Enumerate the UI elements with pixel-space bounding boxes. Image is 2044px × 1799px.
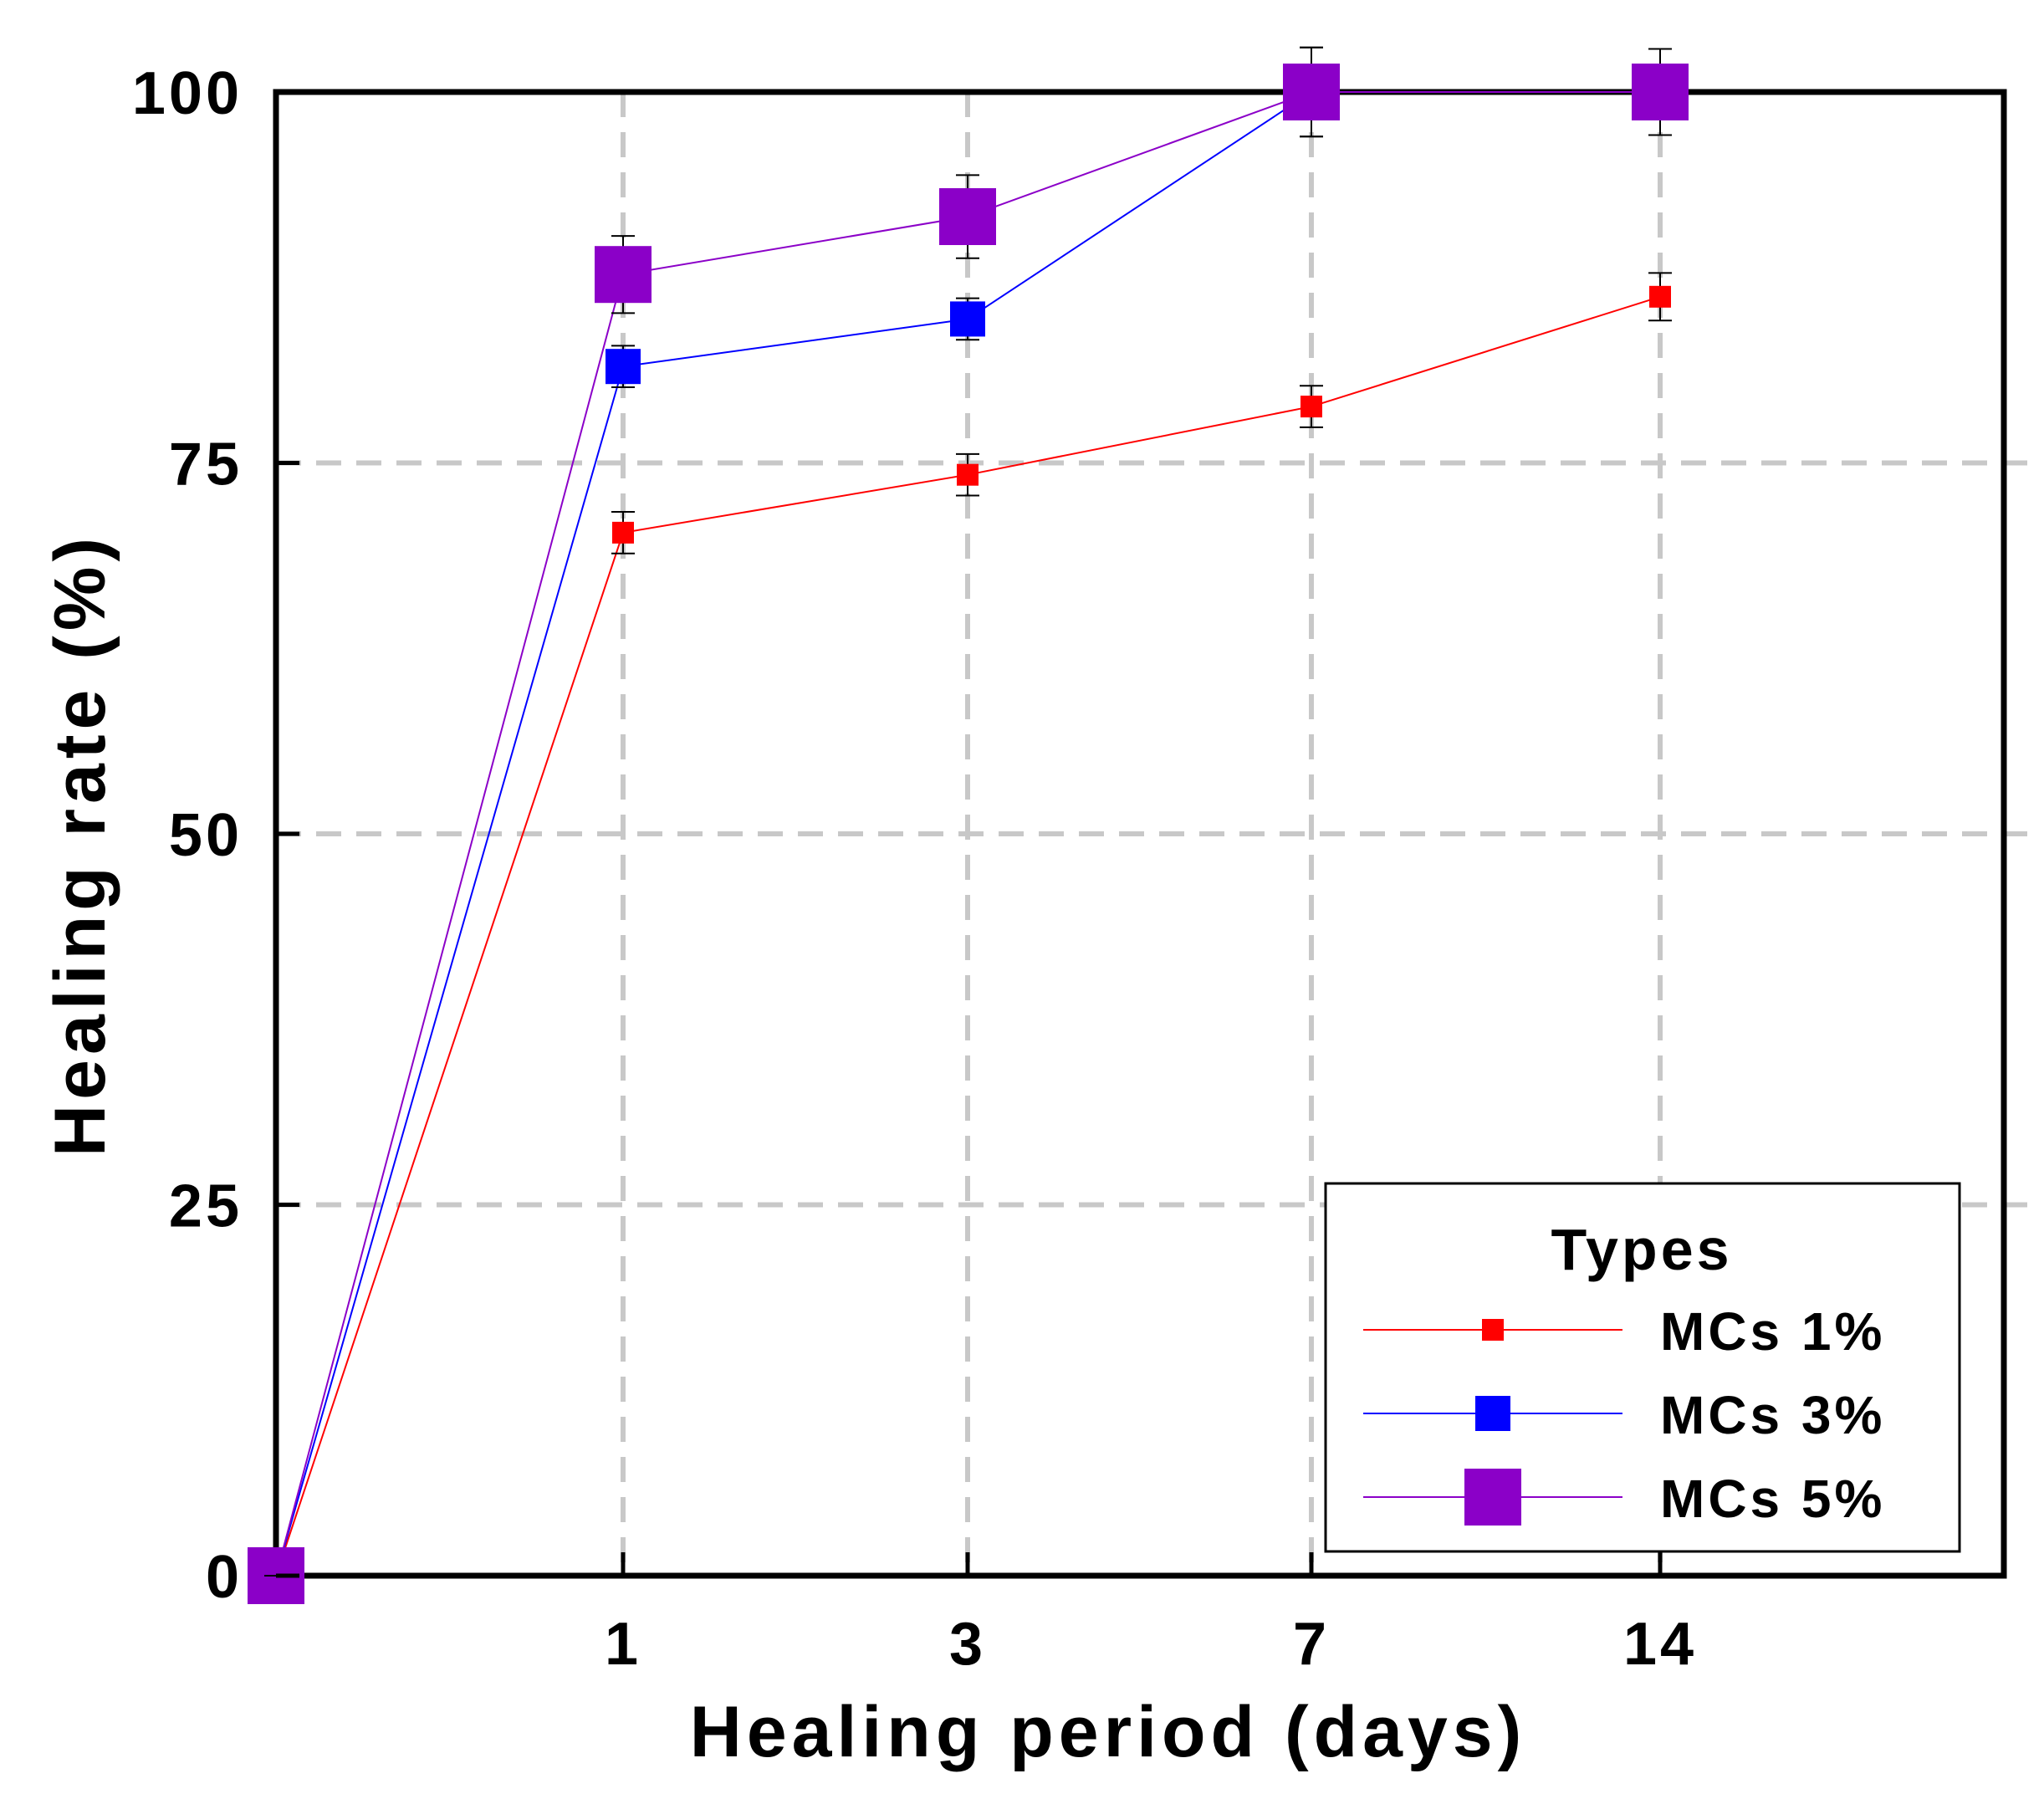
legend-marker bbox=[1475, 1396, 1510, 1431]
series-mcs-1- bbox=[265, 272, 1672, 1587]
legend-title: Types bbox=[1551, 1217, 1732, 1282]
legend-entry: MCs 1% bbox=[1363, 1301, 1885, 1362]
data-point bbox=[957, 463, 979, 486]
legend-entry: MCs 3% bbox=[1363, 1385, 1885, 1445]
legend: Types MCs 1% MCs 3% MCs 5% bbox=[1324, 1182, 1961, 1553]
x-axis-title: Healing period (days) bbox=[690, 1692, 1527, 1772]
data-point bbox=[612, 521, 634, 544]
x-tick-label: 1 bbox=[605, 1611, 641, 1678]
x-axis-ticks: 1 3 7 14 bbox=[605, 1552, 1697, 1678]
data-point bbox=[1300, 396, 1322, 418]
y-tick-label: 50 bbox=[169, 802, 243, 869]
y-axis-ticks: 0 25 50 75 100 bbox=[132, 60, 299, 1611]
legend-marker bbox=[1482, 1319, 1504, 1341]
legend-label: MCs 1% bbox=[1660, 1301, 1885, 1362]
series-layer bbox=[248, 46, 1689, 1604]
y-axis-title: Healing rate (%) bbox=[40, 533, 120, 1157]
y-tick-label: 100 bbox=[132, 60, 243, 127]
data-point bbox=[1283, 64, 1340, 120]
x-tick-label: 14 bbox=[1623, 1611, 1697, 1678]
legend-label: MCs 5% bbox=[1660, 1469, 1885, 1529]
y-tick-label: 25 bbox=[169, 1173, 243, 1240]
data-point bbox=[950, 301, 985, 337]
data-point bbox=[939, 188, 996, 246]
legend-marker bbox=[1464, 1469, 1521, 1526]
x-tick-label: 7 bbox=[1293, 1611, 1330, 1678]
data-point bbox=[606, 349, 641, 385]
data-point bbox=[1649, 285, 1671, 308]
x-tick-label: 3 bbox=[949, 1611, 986, 1678]
data-point bbox=[595, 246, 652, 304]
legend-entry: MCs 5% bbox=[1363, 1469, 1885, 1529]
series-mcs-5- bbox=[248, 46, 1689, 1604]
y-tick-label: 75 bbox=[169, 432, 243, 498]
legend-entries: MCs 1% MCs 3% MCs 5% bbox=[1363, 1301, 1885, 1529]
y-tick-label: 0 bbox=[206, 1544, 243, 1611]
legend-label: MCs 3% bbox=[1660, 1385, 1885, 1445]
legend-box bbox=[1324, 1182, 1961, 1553]
data-point bbox=[1632, 64, 1689, 120]
